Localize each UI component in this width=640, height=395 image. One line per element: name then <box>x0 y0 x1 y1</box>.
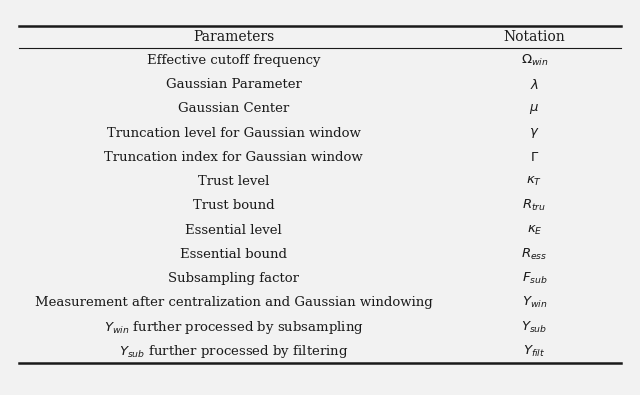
Text: Notation: Notation <box>504 30 565 44</box>
Text: Gaussian Center: Gaussian Center <box>178 102 289 115</box>
Text: $\Omega_{win}$: $\Omega_{win}$ <box>520 53 548 68</box>
Text: $F_{sub}$: $F_{sub}$ <box>522 271 547 286</box>
Text: $\mu$: $\mu$ <box>529 102 540 116</box>
Text: Trust bound: Trust bound <box>193 199 275 212</box>
Text: Truncation level for Gaussian window: Truncation level for Gaussian window <box>107 126 360 139</box>
Text: $Y_{win}$ further processed by subsampling: $Y_{win}$ further processed by subsampli… <box>104 318 364 335</box>
Text: Essential bound: Essential bound <box>180 248 287 261</box>
Text: Truncation index for Gaussian window: Truncation index for Gaussian window <box>104 151 363 164</box>
Text: Essential level: Essential level <box>185 224 282 237</box>
Text: Subsampling factor: Subsampling factor <box>168 272 299 285</box>
Text: $\kappa_{E}$: $\kappa_{E}$ <box>527 224 542 237</box>
Text: Trust level: Trust level <box>198 175 269 188</box>
Text: Parameters: Parameters <box>193 30 274 44</box>
Text: $\lambda$: $\lambda$ <box>530 77 539 92</box>
Text: $Y_{filt}$: $Y_{filt}$ <box>523 344 546 359</box>
Text: $Y_{win}$: $Y_{win}$ <box>522 295 547 310</box>
Text: Measurement after centralization and Gaussian windowing: Measurement after centralization and Gau… <box>35 296 433 309</box>
Text: $R_{tru}$: $R_{tru}$ <box>522 198 547 213</box>
Text: $\gamma$: $\gamma$ <box>529 126 540 140</box>
Text: Effective cutoff frequency: Effective cutoff frequency <box>147 54 321 67</box>
Text: $Y_{sub}$ further processed by filtering: $Y_{sub}$ further processed by filtering <box>119 343 348 360</box>
Text: $Y_{sub}$: $Y_{sub}$ <box>521 320 548 335</box>
Text: $R_{ess}$: $R_{ess}$ <box>521 247 548 262</box>
Text: Gaussian Parameter: Gaussian Parameter <box>166 78 301 91</box>
Text: $\Gamma$: $\Gamma$ <box>530 151 539 164</box>
Text: $\kappa_{T}$: $\kappa_{T}$ <box>526 175 543 188</box>
